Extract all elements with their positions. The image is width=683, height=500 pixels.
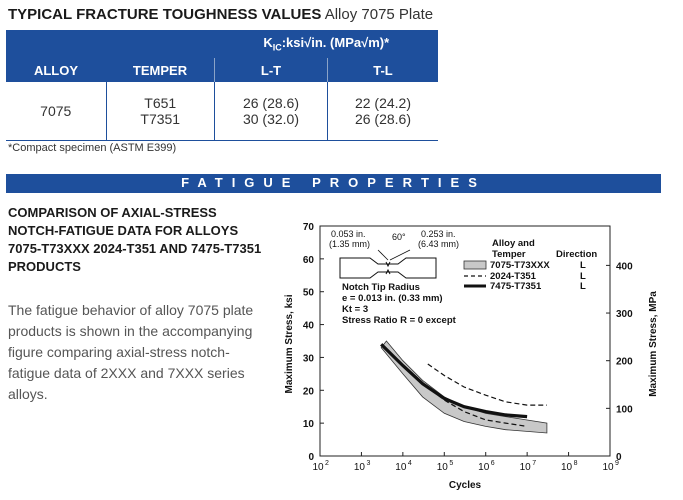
dim-right-mm: (6.43 mm) — [418, 239, 459, 249]
legend: Alloy and Temper Direction 7075-T73XXX 2… — [463, 238, 597, 292]
svg-text:Direction: Direction — [556, 249, 597, 260]
svg-text:Alloy and: Alloy and — [492, 238, 535, 249]
x-axis-label: Cycles — [449, 480, 482, 491]
x-tick-label: 10 — [312, 462, 324, 473]
y-tick-label: 50 — [303, 288, 315, 299]
x-tick-exponent: 9 — [615, 460, 619, 467]
comparison-heading: COMPARISON OF AXIAL-STRESS NOTCH-FATIGUE… — [8, 205, 262, 274]
x-tick-label: 10 — [520, 462, 532, 473]
x-tick-exponent: 4 — [408, 460, 412, 467]
col-alloy: ALLOY — [6, 58, 106, 82]
cell-alloy: 7075 — [6, 82, 106, 141]
legend-dir-1: L — [580, 271, 586, 282]
cell-tempers: T651 T7351 — [105, 82, 215, 141]
document-title: TYPICAL FRACTURE TOUGHNESS VALUES Alloy … — [8, 6, 433, 23]
x-tick-label: 10 — [602, 462, 614, 473]
legend-dir-0: L — [580, 260, 586, 271]
x-tick-exponent: 2 — [325, 460, 329, 467]
title-light: Alloy 7075 Plate — [324, 6, 434, 23]
y-tick-label: 70 — [303, 222, 315, 233]
col-lt: L-T — [214, 58, 328, 82]
svg-text:Temper: Temper — [492, 249, 526, 260]
x-tick-exponent: 3 — [366, 460, 370, 467]
dim-right-in: 0.253 in. — [421, 229, 456, 239]
series-band-0 — [380, 340, 548, 434]
col-tl: T-L — [327, 58, 438, 82]
specimen-outline-icon — [339, 257, 437, 279]
col-temper: TEMPER — [106, 58, 215, 82]
comparison-paragraph: The fatigue behavior of alloy 7075 plate… — [8, 302, 254, 402]
x-tick-label: 10 — [437, 462, 449, 473]
svg-text:Kt = 3: Kt = 3 — [342, 304, 368, 315]
figure-notes: Notch Tip Radius e = 0.013 in. (0.33 mm)… — [342, 282, 457, 326]
dim-left-in: 0.053 in. — [331, 229, 366, 239]
svg-text:Notch Tip Radius: Notch Tip Radius — [342, 282, 420, 293]
x-tick-label: 10 — [395, 462, 407, 473]
legend-label-2: 7475-T7351 — [490, 281, 542, 292]
specimen-sketch: 0.053 in. (1.35 mm) 60° 0.253 in. (6.43 … — [329, 229, 459, 279]
series-line-2 — [380, 343, 528, 419]
title-bold: TYPICAL FRACTURE TOUGHNESS VALUES — [8, 6, 322, 23]
legend-dir-2: L — [580, 281, 586, 292]
table-footnote: *Compact specimen (ASTM E399) — [8, 142, 177, 154]
cell-lt: 26 (28.6) 30 (32.0) — [214, 82, 328, 141]
fatigue-chart: 10 2 10 3 10 4 10 5 10 6 10 7 10 8 10 90102030405060700… — [284, 222, 659, 491]
y-right-tick-label: 400 — [616, 261, 633, 272]
y-tick-label: 40 — [303, 321, 315, 332]
svg-text:Stress Ratio R = 0 except: Stress Ratio R = 0 except — [342, 315, 457, 326]
banner-rule — [6, 192, 661, 193]
series-group — [380, 340, 548, 434]
dim-angle: 60° — [392, 232, 406, 242]
x-tick-exponent: 7 — [532, 460, 536, 467]
y-right-tick-label: 100 — [616, 404, 633, 415]
y-right-tick-label: 200 — [616, 357, 633, 368]
legend-label-0: 7075-T73XXX — [490, 260, 550, 271]
x-tick-label: 10 — [354, 462, 366, 473]
fatigue-banner: FATIGUE PROPERTIES — [6, 174, 661, 192]
x-tick-label: 10 — [561, 462, 573, 473]
svg-text:e = 0.013 in. (0.33 mm): e = 0.013 in. (0.33 mm) — [342, 293, 443, 304]
y-tick-label: 10 — [303, 419, 315, 430]
kic-header: KIC:ksi√in. (MPa√m)* — [214, 30, 438, 58]
cell-tl: 22 (24.2) 26 (28.6) — [327, 82, 438, 141]
legend-label-1: 2024-T351 — [490, 271, 537, 282]
axes: 10 2 10 3 10 4 10 5 10 6 10 7 10 8 10 90102030405060700… — [303, 222, 633, 473]
y-axis-label: Maximum Stress, ksi — [284, 294, 295, 393]
fracture-toughness-table: KIC:ksi√in. (MPa√m)* ALLOY TEMPER L-T T-… — [6, 30, 438, 141]
legend-swatch-band — [463, 260, 487, 270]
y-right-tick-label: 300 — [616, 309, 633, 320]
x-tick-label: 10 — [478, 462, 490, 473]
dim-left-mm: (1.35 mm) — [329, 239, 370, 249]
series-line-1 — [431, 389, 528, 427]
y-tick-label: 60 — [303, 255, 315, 266]
y-right-tick-label: 0 — [616, 452, 622, 463]
x-tick-exponent: 5 — [449, 460, 453, 467]
notch-icon — [385, 261, 391, 275]
y-tick-label: 30 — [303, 353, 315, 364]
x-tick-exponent: 8 — [574, 460, 578, 467]
x-tick-exponent: 6 — [491, 460, 495, 467]
y-tick-label: 0 — [308, 452, 314, 463]
series-line-3 — [427, 363, 547, 406]
y-right-axis-label: Maximum Stress, MPa — [648, 291, 659, 397]
y-tick-label: 20 — [303, 386, 315, 397]
